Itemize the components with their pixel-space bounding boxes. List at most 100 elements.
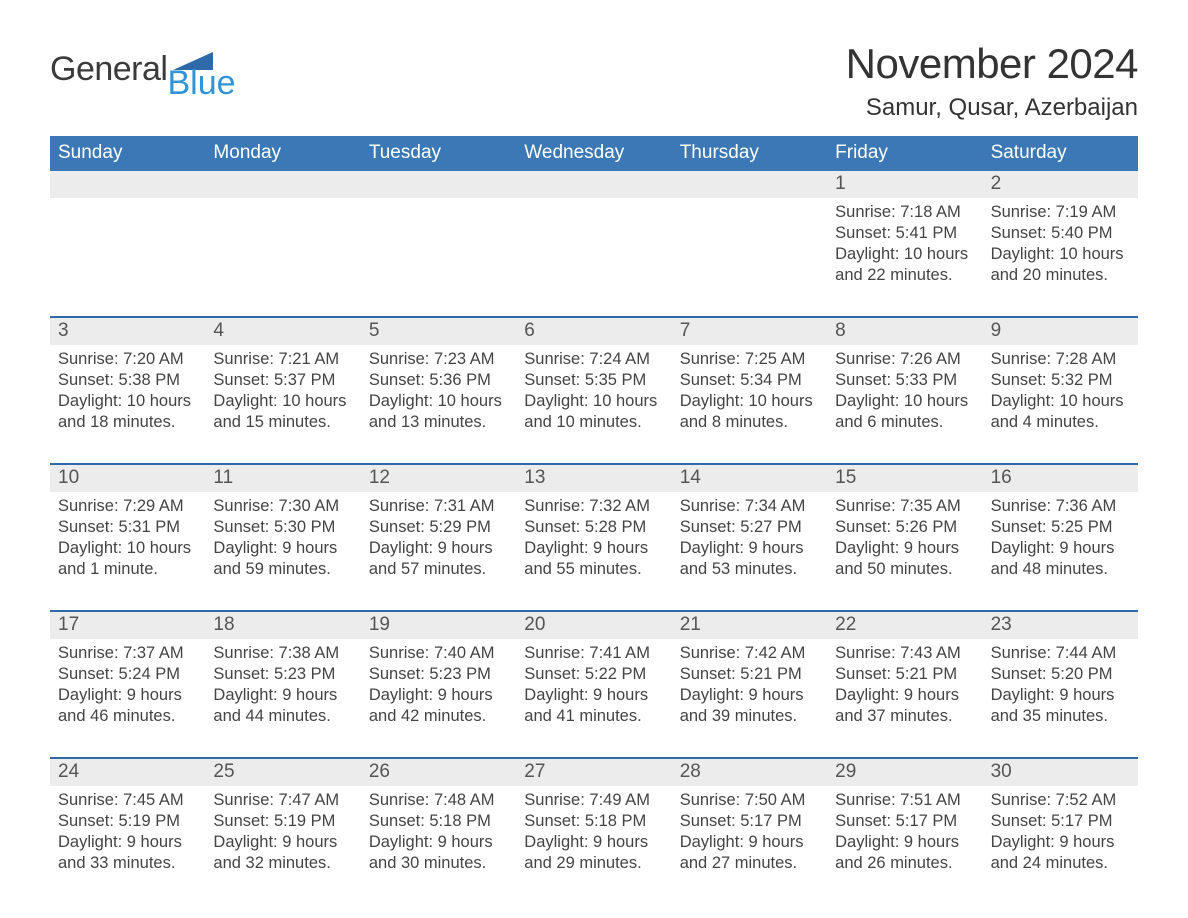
day-detail-line: Sunrise: 7:37 AM bbox=[58, 643, 197, 664]
day-cell: Sunrise: 7:32 AMSunset: 5:28 PMDaylight:… bbox=[516, 492, 671, 592]
day-detail-line: Daylight: 10 hours bbox=[369, 391, 508, 412]
day-number: 25 bbox=[205, 759, 360, 786]
day-of-week-header: Sunday Monday Tuesday Wednesday Thursday… bbox=[50, 136, 1138, 171]
dow-thursday: Thursday bbox=[672, 136, 827, 171]
day-cell: Sunrise: 7:25 AMSunset: 5:34 PMDaylight:… bbox=[672, 345, 827, 445]
day-detail-line: Sunset: 5:33 PM bbox=[835, 370, 974, 391]
dow-friday: Friday bbox=[827, 136, 982, 171]
day-detail-line: Sunset: 5:32 PM bbox=[991, 370, 1130, 391]
day-number: 1 bbox=[827, 171, 982, 198]
dow-sunday: Sunday bbox=[50, 136, 205, 171]
day-detail-line: Daylight: 10 hours bbox=[58, 538, 197, 559]
day-detail-line: Sunrise: 7:25 AM bbox=[680, 349, 819, 370]
day-detail-line: Daylight: 9 hours bbox=[991, 685, 1130, 706]
day-cell: Sunrise: 7:38 AMSunset: 5:23 PMDaylight:… bbox=[205, 639, 360, 739]
day-detail-line: Daylight: 10 hours bbox=[991, 244, 1130, 265]
day-cell: Sunrise: 7:40 AMSunset: 5:23 PMDaylight:… bbox=[361, 639, 516, 739]
day-detail-line: Daylight: 10 hours bbox=[524, 391, 663, 412]
day-detail-line: and 18 minutes. bbox=[58, 412, 197, 433]
day-detail-line: and 20 minutes. bbox=[991, 265, 1130, 286]
day-detail-line: Sunset: 5:36 PM bbox=[369, 370, 508, 391]
day-detail-line: Daylight: 9 hours bbox=[369, 685, 508, 706]
day-detail-line: and 4 minutes. bbox=[991, 412, 1130, 433]
day-detail-line: Daylight: 9 hours bbox=[213, 685, 352, 706]
day-detail-line: Daylight: 9 hours bbox=[213, 538, 352, 559]
dow-tuesday: Tuesday bbox=[361, 136, 516, 171]
week-row: 10111213141516Sunrise: 7:29 AMSunset: 5:… bbox=[50, 463, 1138, 592]
day-detail-line: Sunset: 5:21 PM bbox=[835, 664, 974, 685]
day-detail-line: Sunrise: 7:52 AM bbox=[991, 790, 1130, 811]
day-detail-line: Sunrise: 7:47 AM bbox=[213, 790, 352, 811]
day-detail-line: Daylight: 9 hours bbox=[369, 538, 508, 559]
day-cell: Sunrise: 7:24 AMSunset: 5:35 PMDaylight:… bbox=[516, 345, 671, 445]
day-detail-line: Sunrise: 7:50 AM bbox=[680, 790, 819, 811]
day-cell: Sunrise: 7:18 AMSunset: 5:41 PMDaylight:… bbox=[827, 198, 982, 298]
day-detail-line: Sunrise: 7:31 AM bbox=[369, 496, 508, 517]
day-number: 20 bbox=[516, 612, 671, 639]
day-detail-line: Daylight: 9 hours bbox=[58, 685, 197, 706]
day-detail-line: Sunset: 5:28 PM bbox=[524, 517, 663, 538]
day-detail-line: Sunset: 5:17 PM bbox=[835, 811, 974, 832]
day-detail-line: and 41 minutes. bbox=[524, 706, 663, 727]
day-detail-line: and 15 minutes. bbox=[213, 412, 352, 433]
day-detail-line: and 33 minutes. bbox=[58, 853, 197, 874]
day-cell: Sunrise: 7:26 AMSunset: 5:33 PMDaylight:… bbox=[827, 345, 982, 445]
day-number: 7 bbox=[672, 318, 827, 345]
day-number: 4 bbox=[205, 318, 360, 345]
day-detail-line: Daylight: 9 hours bbox=[835, 685, 974, 706]
day-number-row: 12 bbox=[50, 171, 1138, 198]
day-detail-line: and 35 minutes. bbox=[991, 706, 1130, 727]
day-detail-line: Daylight: 9 hours bbox=[680, 538, 819, 559]
day-detail-line: and 53 minutes. bbox=[680, 559, 819, 580]
day-cell bbox=[50, 198, 205, 298]
day-number bbox=[672, 171, 827, 198]
day-detail-line: Daylight: 9 hours bbox=[680, 832, 819, 853]
day-number: 29 bbox=[827, 759, 982, 786]
day-detail-line: Daylight: 10 hours bbox=[213, 391, 352, 412]
day-detail-line: Sunrise: 7:20 AM bbox=[58, 349, 197, 370]
day-cell: Sunrise: 7:19 AMSunset: 5:40 PMDaylight:… bbox=[983, 198, 1138, 298]
day-detail-line: Sunrise: 7:40 AM bbox=[369, 643, 508, 664]
day-detail-line: Sunset: 5:26 PM bbox=[835, 517, 974, 538]
day-number: 5 bbox=[361, 318, 516, 345]
day-detail-line: Sunrise: 7:43 AM bbox=[835, 643, 974, 664]
day-number bbox=[516, 171, 671, 198]
day-number: 15 bbox=[827, 465, 982, 492]
day-number bbox=[50, 171, 205, 198]
day-detail-line: Daylight: 9 hours bbox=[369, 832, 508, 853]
day-detail-line: Sunset: 5:21 PM bbox=[680, 664, 819, 685]
day-detail-line: Daylight: 10 hours bbox=[835, 244, 974, 265]
day-number: 9 bbox=[983, 318, 1138, 345]
day-number-row: 10111213141516 bbox=[50, 465, 1138, 492]
day-cell: Sunrise: 7:31 AMSunset: 5:29 PMDaylight:… bbox=[361, 492, 516, 592]
day-detail-line: Sunrise: 7:26 AM bbox=[835, 349, 974, 370]
day-detail-line: and 44 minutes. bbox=[213, 706, 352, 727]
day-detail-line: and 48 minutes. bbox=[991, 559, 1130, 580]
day-detail-line: Sunset: 5:27 PM bbox=[680, 517, 819, 538]
day-cell: Sunrise: 7:43 AMSunset: 5:21 PMDaylight:… bbox=[827, 639, 982, 739]
day-detail-line: and 10 minutes. bbox=[524, 412, 663, 433]
day-detail-line: and 57 minutes. bbox=[369, 559, 508, 580]
day-number: 12 bbox=[361, 465, 516, 492]
day-detail-line: Sunset: 5:34 PM bbox=[680, 370, 819, 391]
location-title: Samur, Qusar, Azerbaijan bbox=[846, 94, 1138, 122]
day-detail-line: Daylight: 9 hours bbox=[524, 832, 663, 853]
day-cell: Sunrise: 7:41 AMSunset: 5:22 PMDaylight:… bbox=[516, 639, 671, 739]
dow-monday: Monday bbox=[205, 136, 360, 171]
week-row: 3456789Sunrise: 7:20 AMSunset: 5:38 PMDa… bbox=[50, 316, 1138, 445]
day-number-row: 17181920212223 bbox=[50, 612, 1138, 639]
day-detail-line: Daylight: 9 hours bbox=[524, 685, 663, 706]
day-detail-line: and 42 minutes. bbox=[369, 706, 508, 727]
dow-saturday: Saturday bbox=[983, 136, 1138, 171]
day-number: 8 bbox=[827, 318, 982, 345]
month-title: November 2024 bbox=[846, 40, 1138, 88]
day-detail-line: and 26 minutes. bbox=[835, 853, 974, 874]
day-cell: Sunrise: 7:30 AMSunset: 5:30 PMDaylight:… bbox=[205, 492, 360, 592]
day-number: 21 bbox=[672, 612, 827, 639]
day-detail-line: Sunset: 5:35 PM bbox=[524, 370, 663, 391]
day-number: 2 bbox=[983, 171, 1138, 198]
day-number bbox=[361, 171, 516, 198]
day-detail-line: Sunrise: 7:51 AM bbox=[835, 790, 974, 811]
day-detail-line: and 6 minutes. bbox=[835, 412, 974, 433]
day-detail-line: Sunrise: 7:48 AM bbox=[369, 790, 508, 811]
